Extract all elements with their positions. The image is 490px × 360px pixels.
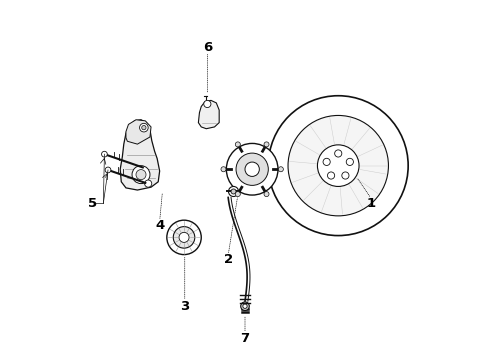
Circle shape bbox=[179, 232, 189, 242]
Text: 3: 3 bbox=[180, 300, 189, 313]
Polygon shape bbox=[198, 100, 219, 129]
Circle shape bbox=[346, 158, 353, 166]
Circle shape bbox=[101, 151, 107, 157]
Circle shape bbox=[327, 172, 335, 179]
Text: 5: 5 bbox=[88, 197, 97, 210]
Circle shape bbox=[264, 142, 269, 147]
Circle shape bbox=[323, 158, 330, 166]
Text: 1: 1 bbox=[367, 197, 376, 210]
Text: 4: 4 bbox=[155, 219, 164, 233]
Circle shape bbox=[235, 142, 240, 147]
Circle shape bbox=[342, 172, 349, 179]
Circle shape bbox=[105, 167, 111, 173]
Circle shape bbox=[228, 186, 239, 197]
Circle shape bbox=[231, 189, 236, 194]
Text: 6: 6 bbox=[203, 41, 212, 54]
Circle shape bbox=[264, 192, 269, 197]
Circle shape bbox=[173, 226, 195, 248]
Circle shape bbox=[204, 100, 211, 108]
Circle shape bbox=[245, 162, 259, 176]
Polygon shape bbox=[120, 120, 160, 190]
Circle shape bbox=[145, 180, 152, 187]
Text: 2: 2 bbox=[223, 253, 233, 266]
Circle shape bbox=[132, 166, 150, 184]
Circle shape bbox=[140, 123, 148, 132]
Circle shape bbox=[236, 153, 269, 185]
Circle shape bbox=[142, 126, 146, 130]
Circle shape bbox=[278, 167, 283, 172]
Circle shape bbox=[318, 145, 359, 186]
Circle shape bbox=[288, 116, 389, 216]
Circle shape bbox=[243, 304, 247, 309]
Circle shape bbox=[241, 302, 249, 311]
Circle shape bbox=[136, 170, 146, 180]
Circle shape bbox=[226, 143, 278, 195]
Circle shape bbox=[269, 96, 408, 235]
Circle shape bbox=[335, 150, 342, 157]
Circle shape bbox=[221, 167, 226, 172]
Circle shape bbox=[167, 220, 201, 255]
Polygon shape bbox=[126, 120, 151, 144]
Circle shape bbox=[235, 192, 240, 197]
Text: 7: 7 bbox=[241, 332, 249, 345]
